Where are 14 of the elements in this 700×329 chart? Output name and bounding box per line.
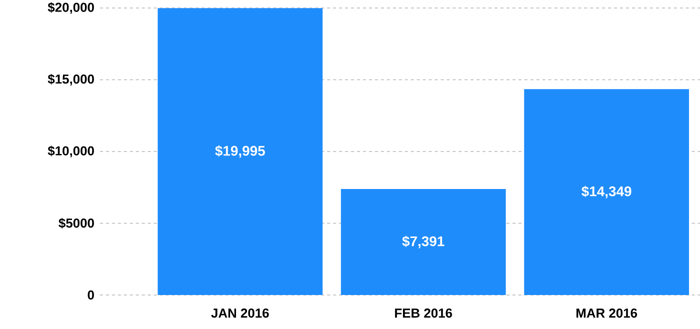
bar (340, 188, 506, 295)
data-label: $19,995 (215, 145, 265, 158)
bar (524, 89, 690, 295)
y-tick-label: $15,000 (48, 74, 94, 86)
y-tick-label: 0 (88, 290, 94, 300)
bar (158, 8, 323, 295)
y-tick-label: $5000 (58, 218, 94, 229)
y-tick-label: $10,000 (48, 146, 94, 158)
x-tick-label: JAN 2016 (211, 308, 269, 318)
y-tick-label: $20,000 (48, 2, 94, 14)
data-label: $7,391 (402, 236, 444, 248)
x-tick-label: FEB 2016 (395, 308, 452, 318)
data-label: $14,349 (582, 186, 632, 198)
x-tick-label: MAR 2016 (576, 308, 638, 318)
